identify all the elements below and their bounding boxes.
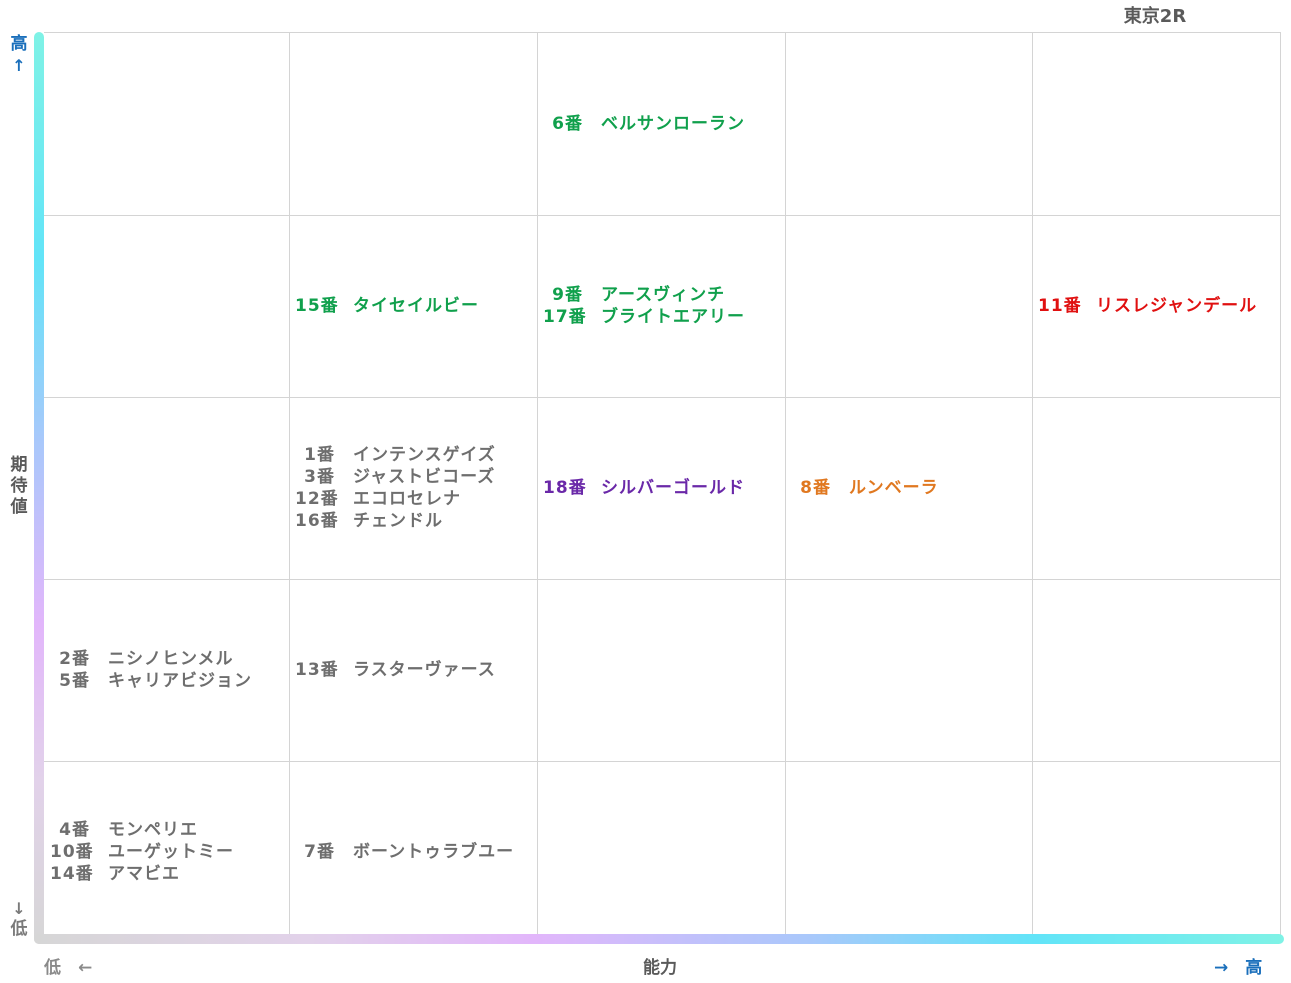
grid-vline (785, 33, 786, 943)
arrow-up-icon: ↑ (12, 56, 26, 75)
y-axis-title: 期待値 (6, 455, 32, 518)
horse-name: ルンベーラ (849, 478, 939, 498)
matrix-cell: 8番 ルンベーラ (791, 397, 1032, 579)
horse-entry: 3番 ジャストビコーズ (295, 466, 495, 488)
y-axis-bar (34, 32, 44, 944)
matrix-cell: 7番 ボーントゥラブユー (295, 761, 537, 943)
grid-hline (44, 397, 1280, 398)
horse-entry: 17番 ブライトエアリー (543, 306, 745, 328)
horse-name: モンペリエ (108, 820, 198, 840)
matrix-cell: 11番 リスレジャンデール (1038, 215, 1280, 397)
horse-name: チェンドル (353, 511, 443, 531)
horse-entry: 13番 ラスターヴァース (295, 659, 496, 681)
horse-name: タイセイルビー (353, 296, 479, 316)
y-low-text: 低 (10, 919, 28, 939)
matrix-cell: 4番 モンペリエ 10番 ユーゲットミー 14番 アマビエ (50, 761, 289, 943)
horse-number: 2番 (59, 649, 90, 669)
horse-entry: 18番 シルバーゴールド (543, 477, 745, 499)
horse-number: 6番 (552, 114, 583, 134)
chart-grid: 6番 ベルサンローラン 15番 タイセイルビー 9番 アースヴィンチ 17番 ブライトエアリー… (44, 32, 1281, 943)
horse-entry: 8番 ルンベーラ (791, 477, 939, 499)
horse-name: ニシノヒンメル (108, 649, 234, 669)
horse-number: 15番 (295, 296, 339, 316)
y-axis-high-label: 高 ↑ (6, 34, 32, 76)
horse-number: 3番 (304, 467, 335, 487)
horse-number: 13番 (295, 660, 339, 680)
horse-name: アマビエ (108, 864, 180, 884)
y-axis-title-char: 期 (10, 455, 28, 475)
horse-name: ブライトエアリー (601, 307, 745, 327)
horse-entry: 11番 リスレジャンデール (1038, 295, 1257, 317)
horse-entry: 6番 ベルサンローラン (543, 113, 745, 135)
arrow-down-icon: ↓ (12, 899, 26, 918)
matrix-cell: 1番 インテンスゲイズ 3番 ジャストビコーズ 12番 エコロセレナ 16番 チェンドル (295, 397, 537, 579)
grid-vline (1032, 33, 1033, 943)
horse-name: シルバーゴールド (601, 478, 745, 498)
horse-number: 18番 (543, 478, 587, 498)
x-axis-bar (34, 934, 1284, 944)
horse-entry: 5番 キャリアビジョン (50, 670, 252, 692)
horse-number: 11番 (1038, 296, 1082, 316)
y-axis-title-char: 値 (10, 497, 28, 517)
horse-entry: 7番 ボーントゥラブユー (295, 841, 514, 863)
horse-number: 8番 (800, 478, 831, 498)
horse-entry: 1番 インテンスゲイズ (295, 444, 496, 466)
y-axis-low-label: ↓ 低 (6, 898, 32, 940)
grid-vline (537, 33, 538, 943)
horse-number: 14番 (50, 864, 94, 884)
horse-number: 10番 (50, 842, 94, 862)
horse-name: アースヴィンチ (601, 285, 726, 305)
horse-entry: 9番 アースヴィンチ (543, 284, 725, 306)
grid-hline (44, 579, 1280, 580)
horse-entry: 16番 チェンドル (295, 510, 443, 532)
horse-number: 4番 (59, 820, 90, 840)
matrix-cell: 18番 シルバーゴールド (543, 397, 785, 579)
horse-name: ジャストビコーズ (353, 467, 496, 487)
matrix-cell: 2番 ニシノヒンメル 5番 キャリアビジョン (50, 579, 289, 761)
horse-name: リスレジャンデール (1096, 296, 1258, 316)
horse-entry: 2番 ニシノヒンメル (50, 648, 234, 670)
horse-name: キャリアビジョン (108, 671, 252, 691)
y-axis-title-char: 待 (10, 476, 28, 496)
x-axis-low-label: 低 ← (44, 958, 93, 978)
horse-entry: 12番 エコロセレナ (295, 488, 461, 510)
horse-number: 1番 (304, 445, 335, 465)
horse-entry: 4番 モンペリエ (50, 819, 198, 841)
matrix-cell: 9番 アースヴィンチ 17番 ブライトエアリー (543, 215, 785, 397)
grid-hline (44, 761, 1280, 762)
y-high-text: 高 (10, 34, 28, 54)
x-axis-high-label: → 高 (1214, 958, 1263, 978)
horse-entry: 10番 ユーゲットミー (50, 841, 234, 863)
horse-name: ベルサンローラン (601, 114, 745, 134)
horse-name: ユーゲットミー (108, 842, 234, 862)
horse-entry: 15番 タイセイルビー (295, 295, 479, 317)
race-title: 東京2R (1123, 6, 1187, 27)
matrix-cell: 6番 ベルサンローラン (543, 33, 785, 215)
matrix-cell: 15番 タイセイルビー (295, 215, 537, 397)
horse-number: 5番 (59, 671, 90, 691)
horse-number: 7番 (304, 842, 335, 862)
horse-number: 17番 (543, 307, 587, 327)
horse-name: ラスターヴァース (353, 660, 496, 680)
x-axis-title: 能力 (643, 958, 677, 978)
horse-name: エコロセレナ (353, 489, 461, 509)
matrix-cell: 13番 ラスターヴァース (295, 579, 537, 761)
horse-name: インテンスゲイズ (353, 445, 496, 465)
horse-number: 9番 (552, 285, 583, 305)
horse-number: 16番 (295, 511, 339, 531)
horse-entry: 14番 アマビエ (50, 863, 180, 885)
grid-vline (289, 33, 290, 943)
grid-hline (44, 215, 1280, 216)
horse-name: ボーントゥラブユー (353, 842, 515, 862)
horse-number: 12番 (295, 489, 339, 509)
